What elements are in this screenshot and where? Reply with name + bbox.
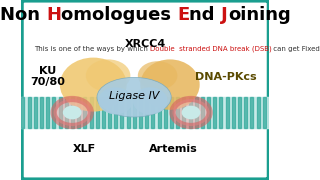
Text: Non: Non <box>0 6 46 24</box>
Bar <box>201 97 204 128</box>
Bar <box>71 97 74 128</box>
Ellipse shape <box>86 59 130 92</box>
Bar <box>213 97 216 128</box>
Text: Artemis: Artemis <box>149 144 198 154</box>
Circle shape <box>63 106 82 119</box>
Bar <box>195 97 198 128</box>
Bar <box>220 97 222 128</box>
Bar <box>251 97 253 128</box>
Bar <box>65 97 68 128</box>
Bar <box>226 97 228 128</box>
Bar <box>84 97 86 128</box>
Ellipse shape <box>60 58 127 112</box>
Bar <box>114 97 117 128</box>
Text: This is one of the ways by which: This is one of the ways by which <box>34 46 150 52</box>
Bar <box>77 97 80 128</box>
Bar <box>257 97 260 128</box>
Bar <box>269 97 272 128</box>
Bar <box>34 97 37 128</box>
Circle shape <box>172 99 210 126</box>
Bar <box>21 97 269 128</box>
Bar <box>139 97 142 128</box>
Ellipse shape <box>133 87 167 114</box>
Bar <box>90 97 92 128</box>
Bar <box>232 97 235 128</box>
Bar <box>176 97 179 128</box>
FancyBboxPatch shape <box>20 0 270 180</box>
Text: nd: nd <box>189 6 221 24</box>
Bar <box>188 97 191 128</box>
Bar <box>238 97 241 128</box>
Bar <box>263 97 266 128</box>
Bar <box>52 97 55 128</box>
Text: E: E <box>177 6 189 24</box>
Text: Ligase IV: Ligase IV <box>109 91 159 101</box>
Bar <box>96 97 99 128</box>
Bar <box>151 97 154 128</box>
Bar <box>158 97 161 128</box>
Ellipse shape <box>97 77 171 117</box>
Bar <box>133 97 136 128</box>
Bar <box>145 97 148 128</box>
Text: can get Fixed: can get Fixed <box>271 46 320 52</box>
Bar <box>28 97 31 128</box>
Bar <box>46 97 49 128</box>
Bar <box>121 97 124 128</box>
Circle shape <box>54 99 91 126</box>
Ellipse shape <box>138 61 177 90</box>
Bar <box>182 97 185 128</box>
Bar <box>102 97 105 128</box>
Text: oining: oining <box>228 6 291 24</box>
Text: XRCC4: XRCC4 <box>124 39 166 49</box>
Ellipse shape <box>140 59 200 110</box>
Bar <box>59 97 61 128</box>
Text: omologues: omologues <box>61 6 177 24</box>
Ellipse shape <box>98 87 133 114</box>
Text: DNA-PKcs: DNA-PKcs <box>195 71 256 82</box>
Bar <box>164 97 167 128</box>
Text: J: J <box>221 6 228 24</box>
Circle shape <box>182 106 200 119</box>
Text: XLF: XLF <box>73 144 96 154</box>
Text: Double  stranded DNA break (DSB): Double stranded DNA break (DSB) <box>150 46 271 52</box>
Bar <box>244 97 247 128</box>
Bar <box>170 97 173 128</box>
Bar <box>21 97 24 128</box>
Bar <box>127 97 130 128</box>
Bar <box>40 97 43 128</box>
Bar <box>275 97 278 128</box>
Text: H: H <box>46 6 61 24</box>
Bar <box>207 97 210 128</box>
Text: KU
70/80: KU 70/80 <box>30 66 65 87</box>
Bar <box>108 97 111 128</box>
